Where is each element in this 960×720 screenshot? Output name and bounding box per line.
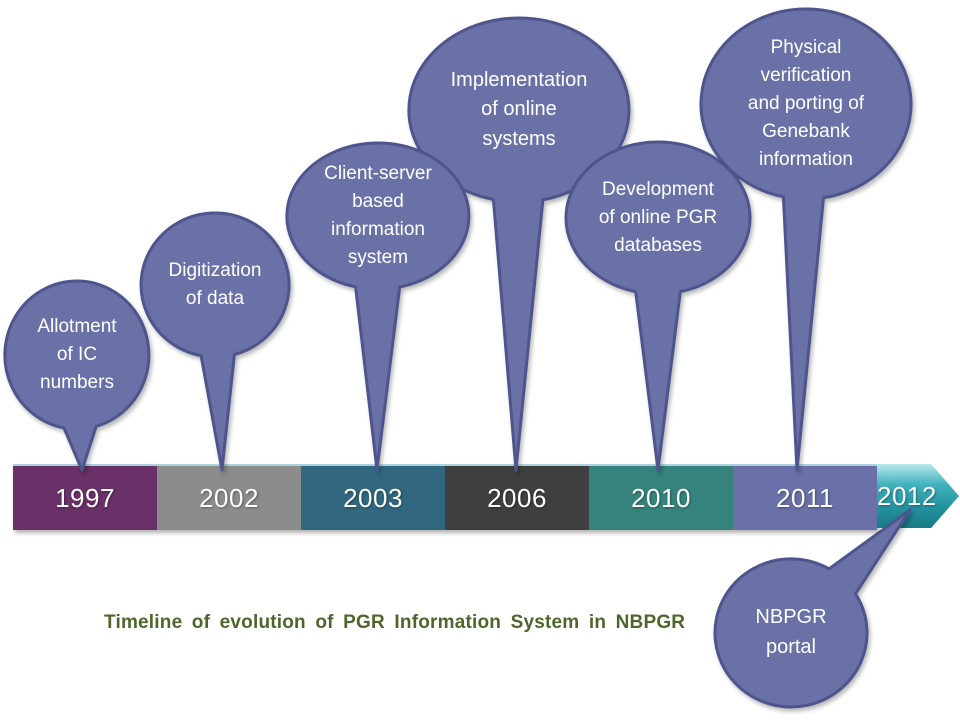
callout-label-line: of online PGR (598, 206, 718, 228)
callout-bubble-2002 (139, 211, 291, 472)
callout-label-line: and porting of (747, 92, 865, 114)
callout-bubble-2011 (699, 7, 913, 472)
callout-label-line: information (758, 149, 853, 171)
callout-label-2006: Implementation of online systems (418, 18, 620, 202)
year-label-2012: 2012 (877, 480, 937, 511)
callout-label-line: information (330, 219, 425, 240)
timeline-segment-2006: 2006 (445, 466, 589, 530)
callout-label-line: verification (760, 64, 852, 86)
callout-label-2002: Digitization of data (147, 213, 283, 357)
year-label: 2002 (199, 482, 259, 513)
year-label: 2006 (487, 482, 547, 513)
callout-label-2010: Development of online PGR databases (573, 142, 742, 294)
callout-label-line: Digitization (168, 259, 262, 281)
year-label: 2011 (776, 482, 834, 513)
callout-label-line: numbers (40, 372, 114, 394)
timeline-segment-2010: 2010 (589, 466, 733, 530)
timeline-segment-2002: 2002 (157, 466, 301, 530)
year-label: 2010 (631, 482, 691, 513)
callout-label-line: systems (482, 127, 556, 150)
callout-label-line: based (352, 190, 404, 212)
callout-label-line: of data (185, 288, 245, 309)
callout-label-line: Development (602, 178, 714, 200)
callout-label-line: system (347, 247, 409, 269)
year-label: 1997 (55, 482, 115, 513)
callout-label-1997: Allotment of IC numbers (11, 281, 143, 429)
year-label: 2003 (343, 482, 403, 513)
timeline-segment-2003: 2003 (301, 466, 445, 530)
callout-label-line: Genebank (762, 121, 850, 143)
timeline-segment-2011: 2011 (733, 466, 877, 530)
caption: Timeline of evolution of PGR Information… (104, 612, 686, 633)
callout-bubble-2010 (564, 140, 752, 472)
timeline-arrow-segment: 2012 (877, 464, 959, 528)
timeline-segment-1997: 1997 (13, 466, 157, 530)
callout-label-line: Allotment (37, 315, 117, 337)
callout-bubble-2006 (407, 16, 631, 472)
callout-label-2011: Physical verification and porting of Geneba… (709, 9, 902, 199)
callout-label-line: databases (614, 235, 702, 257)
callout-bubble-2012 (713, 508, 912, 709)
callout-label-line: Implementation (450, 68, 588, 91)
callout-label-line: portal (765, 636, 816, 658)
callout-label-line: NBPGR (755, 606, 827, 629)
callout-bubble-2003 (285, 141, 471, 472)
callout-label-2003: Client-server based information system (294, 143, 461, 289)
callout-label-line: of IC (56, 343, 98, 365)
timeline-bar: 1997 2002 2003 2006 2010 2011 (13, 464, 877, 530)
callout-label-2012: NBPGR portal (721, 559, 861, 707)
callout-label-line: of online (481, 98, 557, 121)
callout-label-line: Client-server (324, 162, 432, 184)
callout-label-line: Physical (770, 36, 842, 58)
callout-bubble-1997 (3, 279, 151, 472)
